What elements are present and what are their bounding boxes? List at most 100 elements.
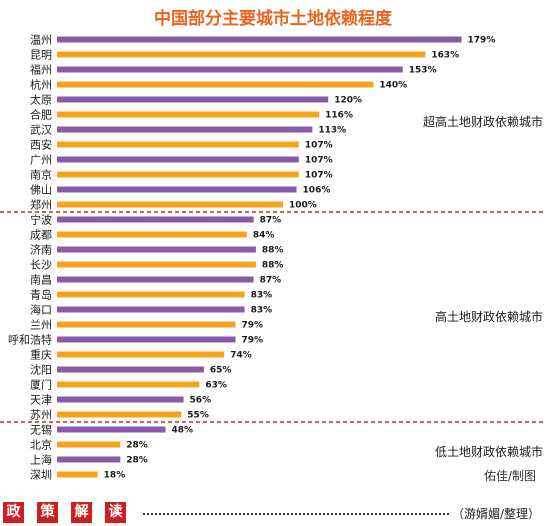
- badge-char: 解: [71, 502, 92, 523]
- value-label: 107%: [305, 141, 333, 151]
- category-label: 长沙: [30, 259, 52, 272]
- group-label: 高土地财政依赖城市: [435, 309, 543, 324]
- category-label: 青岛: [30, 288, 52, 302]
- category-label: 武汉: [30, 124, 52, 137]
- badge-char: 政: [3, 502, 24, 523]
- badge-char: 策: [37, 502, 58, 523]
- bar: [57, 456, 121, 463]
- group-label: 超高土地财政依赖城市: [423, 114, 543, 129]
- value-label: 87%: [260, 216, 282, 226]
- bar: [57, 291, 245, 298]
- value-label: 100%: [289, 201, 317, 211]
- bar: [57, 36, 462, 43]
- category-label: 无锡: [30, 423, 52, 437]
- value-label: 63%: [205, 381, 227, 391]
- category-label: 天津: [30, 394, 52, 407]
- category-label: 昆明: [30, 49, 52, 62]
- bar: [57, 261, 256, 268]
- category-label: 杭州: [30, 78, 52, 92]
- category-label: 宁波: [30, 213, 52, 227]
- category-label: 福州: [30, 63, 52, 77]
- category-label: 佛山: [30, 184, 52, 197]
- value-label: 179%: [468, 36, 496, 46]
- bar: [57, 186, 297, 193]
- value-label: 83%: [251, 291, 273, 301]
- category-label: 呼和浩特: [8, 333, 52, 347]
- bar: [57, 156, 299, 163]
- bar: [57, 51, 426, 58]
- bar: [57, 96, 329, 103]
- category-label: 兰州: [30, 319, 52, 332]
- bar: [57, 471, 98, 478]
- value-label: 83%: [251, 306, 273, 316]
- value-label: 79%: [242, 321, 264, 331]
- value-label: 55%: [187, 411, 209, 421]
- bar: [57, 276, 254, 283]
- bar: [57, 351, 225, 358]
- category-label: 海口: [30, 303, 52, 317]
- value-label: 74%: [230, 351, 252, 361]
- value-label: 140%: [379, 81, 407, 91]
- category-label: 郑州: [30, 198, 52, 212]
- value-label: 120%: [334, 96, 362, 106]
- value-label: 106%: [303, 186, 331, 196]
- bar: [57, 396, 184, 403]
- dotted-divider: [143, 513, 449, 515]
- category-label: 重庆: [30, 348, 52, 362]
- chart-title: 中国部分主要城市土地依赖程度: [154, 9, 392, 29]
- value-label: 28%: [126, 441, 148, 451]
- category-label: 广州: [30, 154, 52, 167]
- value-label: 84%: [253, 231, 275, 241]
- bar: [57, 426, 166, 433]
- bar: [57, 126, 313, 133]
- category-label: 成都: [30, 229, 52, 242]
- value-label: 48%: [171, 426, 193, 436]
- value-label: 79%: [242, 336, 264, 346]
- bar: [57, 141, 299, 148]
- bar: [57, 336, 236, 343]
- category-label: 厦门: [30, 378, 52, 392]
- bar: [57, 381, 200, 388]
- badge-char: 读: [105, 502, 126, 523]
- category-label: 南昌: [30, 274, 52, 287]
- bar: [57, 441, 121, 448]
- value-label: 107%: [305, 156, 333, 166]
- bar: [57, 321, 236, 328]
- category-label: 上海: [30, 453, 52, 467]
- category-label: 太原: [30, 94, 52, 107]
- bar: [57, 231, 247, 238]
- category-label: 苏州: [30, 409, 52, 422]
- bar: [57, 306, 245, 313]
- category-label: 北京: [30, 438, 52, 452]
- group-separators: [0, 211, 546, 423]
- value-label: 163%: [431, 51, 459, 61]
- value-label: 116%: [325, 111, 353, 121]
- bar: [57, 216, 254, 223]
- value-label: 56%: [190, 396, 212, 406]
- bar: [57, 201, 283, 208]
- chart-credit: 佑佳/制图: [484, 469, 537, 483]
- value-label: 88%: [262, 261, 284, 271]
- value-label: 113%: [318, 126, 346, 136]
- bar: [57, 111, 320, 118]
- category-label: 合肥: [30, 108, 52, 122]
- bar: [57, 366, 204, 373]
- bars-layer: 温州 179% 昆明 163% 福州 153% 杭州 140% 太原 120% 合肥 116% 武汉 11…: [8, 34, 495, 482]
- bar: [57, 81, 374, 88]
- category-label: 深圳: [30, 469, 52, 482]
- bar: [57, 411, 182, 418]
- group-label: 低土地财政依赖城市: [435, 444, 543, 459]
- value-label: 87%: [260, 276, 282, 286]
- editor-credit: （游婿媚/整理）: [452, 507, 541, 521]
- value-label: 28%: [126, 456, 148, 466]
- footer-bar: 政 策 解 读 （游婿媚/整理）: [0, 500, 546, 526]
- value-label: 153%: [409, 66, 437, 76]
- category-label: 济南: [30, 243, 52, 257]
- bar-chart: 温州 179% 昆明 163% 福州 153% 杭州 140% 太原 120% 合肥 116% 武汉 11…: [0, 34, 546, 482]
- value-label: 18%: [104, 471, 126, 481]
- bar: [57, 246, 256, 253]
- category-label: 南京: [30, 168, 52, 182]
- bar: [57, 171, 299, 178]
- value-label: 88%: [262, 246, 284, 256]
